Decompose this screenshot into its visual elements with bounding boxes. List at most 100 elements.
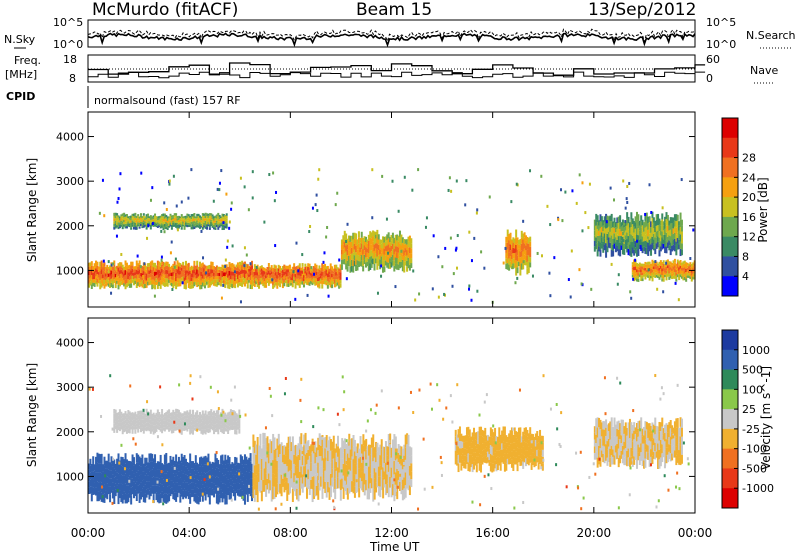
- velocity-echo-cell: [541, 435, 544, 443]
- power-echo-cell: [335, 268, 338, 272]
- power-echo-cell: [235, 277, 238, 281]
- velocity-echo-cell: [200, 480, 203, 489]
- velocity-echo-cell: [106, 483, 109, 492]
- power-echo-cell: [191, 280, 194, 285]
- power-echo-cell: [203, 275, 206, 280]
- velocity-echo-cell: [327, 481, 330, 493]
- power-echo-cell: [305, 275, 308, 279]
- power-echo-cell: [386, 256, 389, 263]
- velocity-echo-cell: [120, 425, 123, 430]
- power-echo-cell: [505, 242, 508, 248]
- velocity-echo-cell: [263, 479, 266, 492]
- power-echo-cell: [622, 239, 625, 243]
- velocity-echo-cell: [134, 420, 137, 425]
- power-echo-cell: [655, 225, 658, 232]
- power-echo-cell: [624, 230, 627, 236]
- velocity-echo-cell: [229, 471, 232, 479]
- power-echo-cell: [116, 200, 119, 204]
- velocity-echo-cell: [363, 484, 366, 496]
- velocity-echo-cell: [318, 467, 321, 480]
- power-echo-cell: [238, 268, 241, 272]
- velocity-echo-cell: [161, 491, 164, 499]
- velocity-echo-cell: [485, 446, 488, 453]
- velocity-echo-cell: [259, 445, 262, 458]
- power-echo-cell: [228, 275, 231, 281]
- power-echo-cell: [609, 231, 612, 238]
- power-echo-cell: [90, 261, 93, 266]
- power-echo-cell: [220, 218, 223, 220]
- power-echo-cell: [655, 219, 658, 226]
- power-echo-cell: [404, 243, 407, 249]
- power-echo-cell: [158, 265, 161, 270]
- power-echo-cell: [377, 250, 380, 256]
- power-echo-cell: [369, 250, 372, 258]
- velocity-echo-cell: [279, 463, 282, 474]
- power-echo-cell: [215, 224, 218, 227]
- power-echo-cell: [214, 217, 217, 221]
- power-echo-cell: [213, 227, 216, 230]
- power-echo-cell: [408, 258, 411, 265]
- velocity-echo-cell: [102, 487, 105, 495]
- power-echo-cell: [207, 213, 210, 216]
- power-echo-cell: [187, 218, 190, 221]
- power-echo-cell: [132, 213, 135, 217]
- power-echo-cell: [690, 269, 693, 273]
- velocity-echo-cell: [137, 415, 140, 420]
- velocity-echo-cell: [277, 468, 280, 481]
- power-echo-cell: [280, 278, 283, 281]
- velocity-echo-cell: [313, 441, 316, 454]
- power-echo-cell: [672, 269, 675, 273]
- power-echo-cell: [506, 236, 509, 243]
- power-echo-cell: [641, 236, 644, 243]
- velocity-echo-cell: [524, 450, 527, 459]
- velocity-echo-cell: [138, 425, 141, 429]
- velocity-echo-cell: [227, 429, 230, 434]
- power-echo-cell: [204, 265, 207, 269]
- power-echo-cell: [666, 242, 669, 248]
- power-echo-cell: [383, 236, 386, 243]
- power-echo-cell: [369, 231, 372, 238]
- velocity-echo-cell: [177, 426, 180, 431]
- velocity-echo-cell: [363, 462, 366, 474]
- velocity-echo-cell: [465, 456, 468, 464]
- velocity-echo-cell: [149, 409, 152, 415]
- power-echo-cell: [659, 265, 662, 269]
- power-echo-cell: [298, 271, 301, 276]
- velocity-echo-cell: [103, 465, 106, 476]
- power-echo-cell: [172, 224, 175, 227]
- velocity-echo-cell: [482, 456, 485, 463]
- power-echo-cell: [345, 277, 348, 281]
- power-echo-cell: [449, 236, 452, 240]
- power-echo-cell: [669, 275, 672, 279]
- velocity-echo-cell: [118, 426, 121, 432]
- power-echo-cell: [360, 255, 363, 261]
- velocity-echo-cell: [617, 429, 620, 440]
- velocity-echo-cell: [204, 482, 207, 492]
- power-echo-cell: [607, 242, 610, 248]
- power-echo-cell: [400, 245, 403, 251]
- velocity-echo-cell: [196, 418, 199, 423]
- power-echo-cell: [614, 237, 617, 243]
- power-echo-cell: [113, 279, 116, 283]
- velocity-echo-cell: [125, 476, 128, 486]
- power-echo-cell: [116, 217, 119, 221]
- power-echo-cell: [242, 277, 245, 281]
- velocity-echo-cell: [190, 429, 193, 434]
- power-echo-cell: [132, 224, 135, 227]
- velocity-echo-cell: [130, 412, 133, 417]
- velocity-echo-cell: [403, 455, 406, 467]
- velocity-echo-cell: [154, 429, 157, 434]
- power-echo-cell: [645, 269, 648, 273]
- power-echo-cell: [165, 214, 168, 218]
- power-echo-cell: [165, 219, 168, 223]
- velocity-echo-cell: [464, 455, 467, 463]
- power-echo-cell: [183, 285, 186, 289]
- velocity-echo-cell: [203, 472, 206, 481]
- power-echo-cell: [673, 226, 676, 233]
- velocity-echo-cell: [454, 443, 457, 451]
- power-echo-cell: [643, 272, 646, 275]
- power-echo-cell: [294, 270, 297, 274]
- velocity-echo-cell: [172, 482, 175, 491]
- power-echo-cell: [347, 240, 351, 246]
- power-echo-cell: [520, 256, 523, 264]
